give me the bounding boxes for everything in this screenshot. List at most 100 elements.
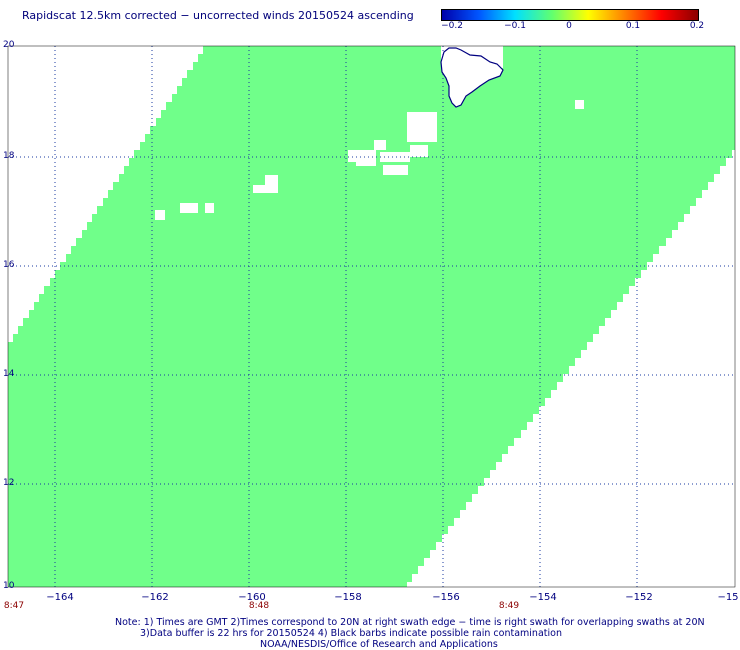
missing-data-gap [380, 152, 410, 162]
swath-row [71, 246, 659, 254]
swath-row [103, 198, 696, 206]
longitude-label: −156 [432, 592, 460, 603]
swath-row [97, 206, 690, 214]
swath-row [8, 558, 424, 566]
missing-data-gap [253, 185, 278, 193]
swath-row [8, 390, 551, 398]
swath-row [8, 422, 527, 430]
missing-data-gap [407, 112, 437, 142]
swath-row [8, 486, 478, 494]
swath-row [8, 342, 587, 350]
swath-row [156, 118, 735, 126]
latitude-label: 14 [3, 369, 15, 379]
longitude-label: −160 [238, 592, 266, 603]
missing-data-gap [374, 140, 386, 150]
footnote-line-1: Note: 1) Times are GMT 2)Times correspon… [115, 617, 705, 628]
swath-row [60, 262, 647, 270]
swath-row [92, 214, 684, 222]
swath-row [129, 158, 726, 166]
swath-row [8, 398, 545, 406]
swath-row [8, 406, 539, 414]
swath-row [8, 358, 575, 366]
swath-row [134, 150, 732, 158]
latitude-label: 10 [3, 581, 15, 591]
latitude-label: 18 [3, 151, 15, 161]
swath-row [8, 374, 563, 382]
swath-row [44, 286, 629, 294]
colorbar-tick-label: 0.1 [625, 21, 641, 31]
swath-row [13, 334, 593, 342]
hawaii-coastline [440, 47, 504, 108]
swath-row [82, 230, 672, 238]
swath-row [8, 382, 557, 390]
map-frame [7, 45, 736, 588]
missing-data-gap [410, 145, 428, 157]
swath-row [87, 222, 678, 230]
swath-row [8, 446, 508, 454]
swath-row [166, 102, 735, 110]
colorbar-tick-label: 0 [566, 21, 572, 31]
swath-row [8, 494, 472, 502]
longitude-label: −152 [625, 592, 653, 603]
swath-row [8, 518, 454, 526]
footnote-line-3: NOAA/NESDIS/Office of Research and Appli… [260, 639, 498, 650]
swath-row [8, 534, 442, 542]
footnote-line-2: 3)Data buffer is 22 hrs for 20150524 4) … [140, 628, 562, 639]
data-swath [8, 46, 735, 587]
swath-row [8, 566, 418, 574]
missing-data-gap [155, 210, 165, 220]
swath-time-label: 8:49 [498, 601, 520, 611]
swath-row [8, 414, 533, 422]
swath-row [29, 310, 611, 318]
missing-data-gap [356, 160, 376, 166]
map-title: Rapidscat 12.5km corrected − uncorrected… [22, 9, 414, 22]
missing-data-gap [265, 175, 278, 187]
colorbar-tick-label: −0.2 [441, 21, 463, 31]
latitude-label: 16 [3, 260, 15, 270]
swath-row [124, 166, 720, 174]
swath-row [8, 454, 502, 462]
swath-row [76, 238, 666, 246]
swath-row [8, 350, 581, 358]
swath-row [8, 574, 412, 582]
missing-data-gap [348, 150, 376, 162]
latitude-label: 20 [3, 40, 15, 50]
colorbar [441, 9, 699, 21]
longitude-label: −164 [46, 592, 74, 603]
swath-row [108, 190, 702, 198]
swath-row [113, 182, 708, 190]
swath-row [8, 582, 407, 587]
swath-row [8, 478, 484, 486]
swath-row [8, 430, 521, 438]
swath-row [8, 510, 460, 518]
swath-row [8, 502, 466, 510]
swath-row [161, 110, 735, 118]
swath-row [8, 366, 569, 374]
colorbar-tick-label: 0.2 [689, 21, 705, 31]
missing-data-gap [575, 100, 584, 109]
missing-data-gap [383, 165, 408, 175]
swath-row [55, 270, 641, 278]
longitude-label: −154 [529, 592, 557, 603]
longitude-label: −15 [717, 592, 739, 603]
swath-row [23, 318, 605, 326]
latitude-label: 12 [3, 478, 15, 488]
missing-data-gap [180, 203, 198, 213]
swath-row [119, 174, 714, 182]
swath-row [39, 294, 623, 302]
colorbar-tick-label: −0.1 [504, 21, 526, 31]
swath-row [18, 326, 599, 334]
swath-row [8, 438, 514, 446]
longitude-label: −158 [334, 592, 362, 603]
swath-row [145, 134, 735, 142]
missing-data-gap [205, 203, 214, 213]
swath-row [8, 462, 496, 470]
longitude-label: −162 [141, 592, 169, 603]
swath-row [8, 542, 436, 550]
swath-time-label: 8:48 [248, 601, 270, 611]
swath-row [8, 550, 430, 558]
swath-row [66, 254, 653, 262]
swath-row [34, 302, 617, 310]
swath-row [50, 278, 635, 286]
